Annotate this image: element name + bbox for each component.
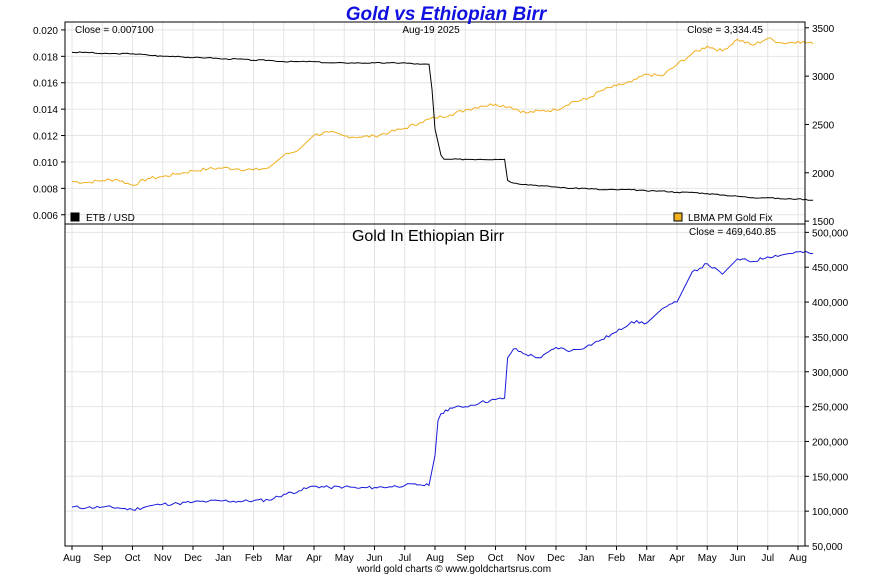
x-tick-label: Oct: [125, 553, 141, 564]
bottom-right-axis: 500,000 450,000 400,000 350,000 300,000 250,0…: [805, 228, 849, 553]
x-tick-label: May: [698, 553, 717, 564]
chart-title: Gold vs Ethiopian Birr: [346, 4, 548, 25]
x-tick-label: Jan: [578, 553, 594, 564]
top-left-tick-label: 0.008: [33, 184, 58, 195]
x-tick-label: Aug: [63, 553, 81, 564]
bottom-right-tick-label: 400,000: [812, 298, 849, 309]
bottom-panel-grid: [65, 224, 805, 547]
x-tick-label: Feb: [608, 553, 626, 564]
x-tick-label: Dec: [547, 553, 565, 564]
top-left-tick-label: 0.018: [33, 52, 58, 63]
x-tick-label: Sep: [93, 553, 111, 564]
bottom-right-tick-label: 350,000: [812, 333, 849, 344]
x-tick-label: Aug: [426, 553, 444, 564]
series-line-gold-in-birr: [71, 250, 814, 511]
top-panel-series: [71, 37, 814, 201]
top-left-tick-label: 0.014: [33, 105, 58, 116]
top-right-tick-label: 2500: [812, 120, 835, 131]
legend-etb-label: ETB / USD: [86, 213, 135, 224]
x-tick-label: May: [335, 553, 354, 564]
x-tick-label: Apr: [669, 553, 685, 564]
top-right-tick-label: 3000: [812, 72, 835, 83]
x-tick-label: Jan: [215, 553, 231, 564]
date-label: Aug-19 2025: [402, 25, 460, 36]
bottom-close-label: Close = 469,640.85: [689, 227, 776, 238]
x-tick-label: Apr: [306, 553, 322, 564]
x-tick-label: Mar: [275, 553, 293, 564]
x-tick-label: Mar: [638, 553, 656, 564]
legend-gold-label: LBMA PM Gold Fix: [688, 213, 772, 224]
top-left-tick-label: 0.016: [33, 79, 58, 90]
x-tick-label: Nov: [517, 553, 535, 564]
bottom-right-tick-label: 150,000: [812, 472, 849, 483]
top-left-tick-label: 0.020: [33, 26, 58, 37]
legend-gold-swatch: [673, 212, 683, 222]
legend-etb-swatch: [70, 212, 80, 222]
bottom-panel-subtitle: Gold In Ethiopian Birr: [352, 228, 505, 245]
bottom-panel-series: [71, 250, 814, 511]
bottom-right-tick-label: 200,000: [812, 437, 849, 448]
bottom-right-tick-label: 300,000: [812, 368, 849, 379]
x-tick-label: Feb: [245, 553, 263, 564]
bottom-right-tick-label: 100,000: [812, 507, 849, 518]
x-tick-label: Jul: [761, 553, 774, 564]
top-left-tick-label: 0.010: [33, 158, 58, 169]
x-tick-label: Jun: [366, 553, 382, 564]
top-left-tick-label: 0.012: [33, 132, 58, 143]
bottom-right-tick-label: 500,000: [812, 228, 849, 239]
bottom-right-tick-label: 250,000: [812, 403, 849, 414]
series-line-etb-usd: [71, 51, 814, 201]
top-left-axis: 0.020 0.018 0.016 0.014 0.012 0.010 0.008 0.006: [33, 26, 65, 222]
close-right-label: Close = 3,334.45: [687, 25, 763, 36]
bottom-right-tick-label: 50,000: [812, 542, 843, 553]
x-tick-label: Jul: [398, 553, 411, 564]
x-tick-label: Nov: [154, 553, 172, 564]
top-right-tick-label: 2000: [812, 169, 835, 180]
top-right-tick-label: 3500: [812, 24, 835, 35]
x-tick-label: Dec: [184, 553, 202, 564]
x-tick-label: Jun: [729, 553, 745, 564]
x-axis: Aug Sep Oct Nov Dec Jan Feb Mar Apr May Jun Jul Aug S…: [63, 546, 807, 564]
series-line-lbma-gold: [71, 37, 814, 186]
chart-footer: world gold charts © www.goldchartsrus.co…: [356, 564, 551, 575]
x-tick-label: Oct: [488, 553, 504, 564]
x-tick-label: Aug: [789, 553, 807, 564]
close-left-label: Close = 0.007100: [75, 25, 154, 36]
top-right-axis: 3500 3000 2500 2000 1500: [805, 24, 835, 228]
bottom-right-tick-label: 450,000: [812, 263, 849, 274]
top-left-tick-label: 0.006: [33, 211, 58, 222]
top-right-tick-label: 1500: [812, 217, 835, 228]
x-tick-label: Sep: [456, 553, 474, 564]
